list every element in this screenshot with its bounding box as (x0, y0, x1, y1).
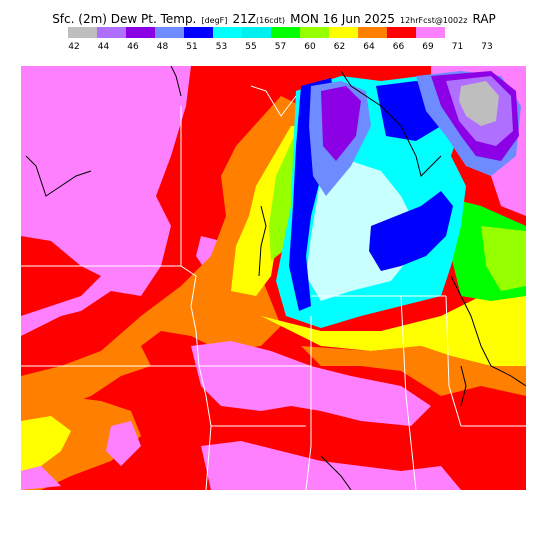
region-yellow-southeast (261, 286, 526, 366)
legend-swatch-5 (213, 27, 242, 38)
legend-swatch-4 (184, 27, 213, 38)
legend-label-51: 51 (186, 42, 198, 52)
title-time: 21Z (232, 12, 256, 26)
legend-swatch-9 (329, 27, 358, 38)
title-main: Sfc. (2m) Dew Pt. Temp. (52, 12, 197, 26)
coast-line-3 (340, 70, 442, 177)
title-model: RAP (472, 12, 496, 26)
legend-swatch-10 (358, 27, 387, 38)
region-orange-central (21, 96, 301, 411)
legend-label-53: 53 (215, 42, 228, 52)
state-line-5 (250, 85, 297, 117)
state-boundaries (21, 85, 526, 490)
state-line-10 (445, 295, 462, 427)
color-legend-bar (68, 27, 445, 38)
region-orange-southeast (301, 346, 526, 396)
legend-swatch-8 (300, 27, 329, 38)
legend-label-57: 57 (274, 42, 287, 52)
coast-line-2 (170, 66, 182, 97)
legend-label-64: 64 (363, 42, 375, 52)
region-pink-southwest (21, 466, 61, 490)
color-legend-labels: 42 44 46 48 51 53 55 57 60 62 64 66 69 71 73 (0, 42, 548, 54)
coastlines (25, 66, 526, 490)
legend-label-62: 62 (333, 42, 346, 52)
title-unit: [degF] (201, 16, 228, 25)
coast-line-1 (25, 155, 92, 197)
legend-label-71: 71 (451, 42, 464, 52)
legend-label-48: 48 (156, 42, 169, 52)
region-purple-north (321, 86, 361, 161)
dewpoint-map (21, 66, 526, 490)
legend-label-66: 66 (392, 42, 405, 52)
title-local-time: (16cdt) (255, 16, 286, 25)
legend-swatch-12 (416, 27, 445, 38)
region-yellow-southwest (21, 416, 71, 471)
legend-swatch-7 (271, 27, 300, 38)
coast-line-4 (258, 205, 267, 277)
legend-swatch-11 (387, 27, 416, 38)
state-line-7 (305, 316, 312, 490)
region-yellow-green-east (481, 226, 526, 291)
legend-label-69: 69 (422, 42, 434, 52)
legend-swatch-0 (68, 27, 97, 38)
legend-label-73: 73 (481, 42, 493, 52)
coast-line-7 (320, 455, 352, 490)
legend-swatch-6 (242, 27, 271, 38)
state-line-9 (400, 295, 417, 490)
state-line-3 (180, 265, 212, 490)
legend-swatch-3 (155, 27, 184, 38)
title-forecast: 12hrFcst@1002z (400, 16, 468, 25)
legend-swatch-1 (97, 27, 126, 38)
region-gray-northeast (459, 81, 499, 126)
region-blue-center (369, 191, 453, 271)
legend-label-46: 46 (127, 42, 139, 52)
legend-swatch-2 (126, 27, 155, 38)
map-title: Sfc. (2m) Dew Pt. Temp. [degF] 21Z(16cdt… (0, 8, 548, 27)
legend-label-42: 42 (68, 42, 80, 52)
region-pink-southwest-patch (106, 421, 141, 466)
title-date: MON 16 Jun 2025 (290, 12, 395, 26)
coast-line-8 (460, 365, 467, 407)
coast-line-6 (480, 345, 526, 387)
legend-label-55: 55 (245, 42, 257, 52)
region-red-west-core (21, 236, 101, 316)
legend-label-44: 44 (97, 42, 110, 52)
coast-line-5 (450, 275, 482, 347)
legend-label-60: 60 (304, 42, 316, 52)
